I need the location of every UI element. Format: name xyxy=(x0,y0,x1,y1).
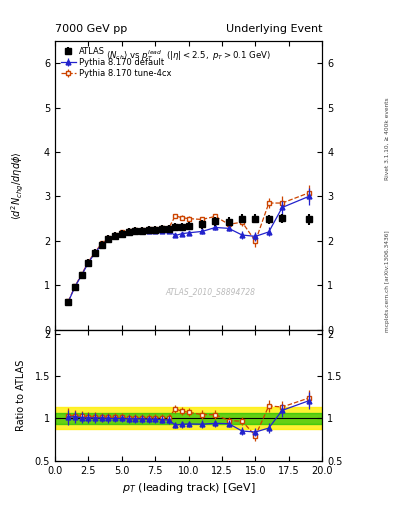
Text: Underlying Event: Underlying Event xyxy=(226,24,322,34)
X-axis label: $p_T$ (leading track) [GeV]: $p_T$ (leading track) [GeV] xyxy=(122,481,255,495)
Text: 7000 GeV pp: 7000 GeV pp xyxy=(55,24,127,34)
Bar xyxy=(55,413,322,424)
Y-axis label: $\langle d^2 N_{chg}/d\eta d\phi\rangle$: $\langle d^2 N_{chg}/d\eta d\phi\rangle$ xyxy=(9,151,26,220)
Text: ATLAS_2010_S8894728: ATLAS_2010_S8894728 xyxy=(165,288,255,296)
Bar xyxy=(55,408,322,430)
Text: $\langle N_{ch}\rangle$ vs $p_T^{lead}$  $(|\eta| < 2.5,\ p_T > 0.1$ GeV$)$: $\langle N_{ch}\rangle$ vs $p_T^{lead}$ … xyxy=(106,48,271,63)
Text: Rivet 3.1.10, ≥ 400k events: Rivet 3.1.10, ≥ 400k events xyxy=(385,97,389,180)
Y-axis label: Ratio to ATLAS: Ratio to ATLAS xyxy=(16,359,26,431)
Legend: ATLAS, Pythia 8.170 default, Pythia 8.170 tune-4cx: ATLAS, Pythia 8.170 default, Pythia 8.17… xyxy=(59,45,173,80)
Text: mcplots.cern.ch [arXiv:1306.3436]: mcplots.cern.ch [arXiv:1306.3436] xyxy=(385,231,389,332)
